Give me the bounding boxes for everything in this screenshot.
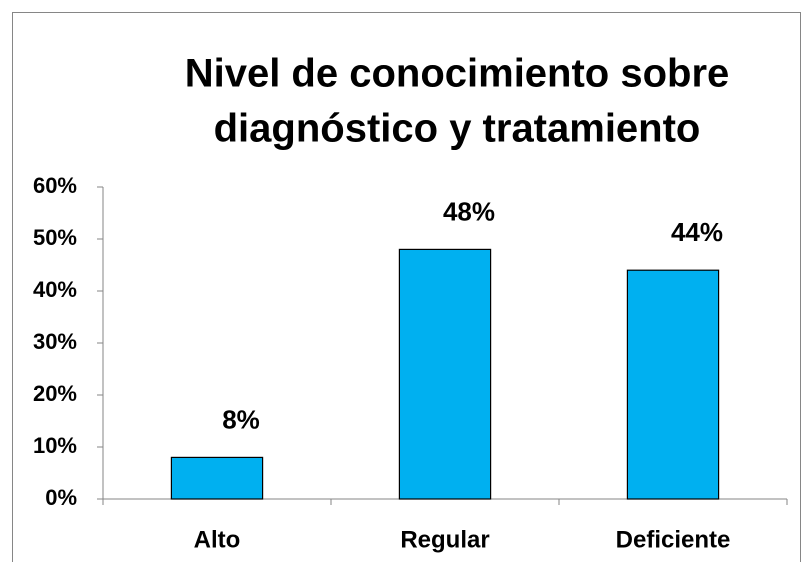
data-label: 48%	[443, 196, 495, 226]
y-tick-label: 30%	[33, 329, 77, 354]
y-tick-label: 60%	[33, 173, 77, 198]
x-tick-label: Alto	[194, 526, 241, 553]
y-tick-label: 10%	[33, 433, 77, 458]
bar	[626, 269, 720, 500]
y-tick-label: 20%	[33, 381, 77, 406]
y-tick-label: 40%	[33, 277, 77, 302]
y-tick-label: 0%	[45, 485, 77, 510]
y-tick-label: 50%	[33, 225, 77, 250]
x-tick-label: Deficiente	[616, 526, 731, 553]
x-tick-label: Regular	[400, 526, 489, 553]
chart-title: diagnóstico y tratamiento	[214, 107, 701, 151]
data-label: 44%	[671, 217, 723, 247]
chart-title: Nivel de conocimiento sobre	[185, 52, 730, 96]
bar	[170, 456, 264, 500]
bar	[398, 248, 492, 500]
data-label: 8%	[222, 404, 260, 434]
